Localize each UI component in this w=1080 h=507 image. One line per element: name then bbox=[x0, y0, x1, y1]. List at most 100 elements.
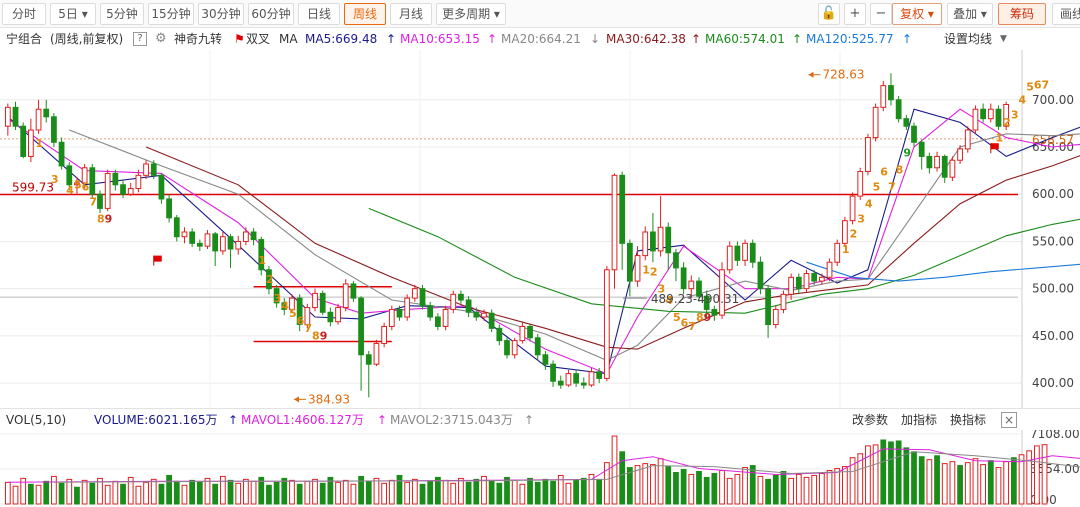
candle-83 bbox=[642, 226, 649, 261]
candle-61 bbox=[473, 307, 480, 321]
vol-bar-30 bbox=[235, 482, 242, 505]
vol-bar-128 bbox=[987, 460, 994, 505]
period-tab-9[interactable]: 更多周期 ▾ bbox=[436, 3, 506, 25]
vol-tick-label-2: 7108.00 bbox=[1030, 430, 1080, 441]
vol-bar-111 bbox=[857, 453, 864, 505]
candle-130 bbox=[1003, 101, 1010, 130]
nine-turn-label-30: 5 bbox=[873, 180, 881, 193]
vol-bar-9 bbox=[74, 486, 80, 505]
ma-settings-button[interactable]: 设置均线 bbox=[944, 32, 993, 46]
candle-5 bbox=[43, 99, 50, 123]
vol-bar-101 bbox=[780, 471, 787, 505]
vol-bar-113 bbox=[872, 444, 879, 505]
candle-75 bbox=[580, 377, 587, 389]
candle-82 bbox=[634, 246, 641, 287]
gear-icon[interactable]: ⚙ bbox=[155, 31, 167, 46]
vol-bar-106 bbox=[818, 472, 825, 505]
period-tab-0[interactable]: 分时 bbox=[2, 3, 46, 25]
candlestick-chart[interactable]: 400.00450.00500.00550.00600.00650.00700.… bbox=[0, 50, 1080, 408]
candle-51 bbox=[396, 305, 403, 321]
candle-97 bbox=[749, 239, 756, 268]
nine-turn-label-27: 2 bbox=[850, 228, 858, 241]
vol-bar-50 bbox=[388, 479, 395, 505]
vol-bar-93 bbox=[719, 470, 725, 505]
plus-icon[interactable]: + bbox=[844, 3, 866, 25]
vol-bar-1 bbox=[12, 485, 19, 505]
help-icon[interactable]: ? bbox=[133, 32, 147, 46]
swap-indicator-button[interactable]: 换指标 bbox=[950, 413, 987, 427]
change-params-button[interactable]: 改参数 bbox=[852, 413, 889, 427]
candle-123 bbox=[949, 156, 956, 181]
lock-icon[interactable]: 🔓 bbox=[818, 3, 840, 25]
period-tab-3[interactable]: 15分钟 bbox=[148, 3, 194, 25]
overlay-dropdown[interactable]: 叠加 ▾ bbox=[947, 3, 993, 25]
period-tab-7[interactable]: 周线 bbox=[344, 3, 386, 25]
vol-bar-44 bbox=[342, 479, 349, 505]
vol-bar-96 bbox=[742, 467, 748, 505]
nine-turn-label-29: 4 bbox=[865, 197, 873, 210]
candle-92 bbox=[711, 305, 718, 321]
ma60-value: MA60:574.01 bbox=[705, 32, 785, 46]
chip-button[interactable]: 筹码 bbox=[998, 3, 1046, 25]
vol-bar-56 bbox=[435, 476, 441, 505]
period-tab-1[interactable]: 5日 ▾ bbox=[50, 3, 96, 25]
vol-bar-135 bbox=[1041, 444, 1048, 505]
candle-87 bbox=[673, 249, 679, 282]
last-price-label: 658.57 bbox=[1032, 133, 1074, 147]
candle-46 bbox=[358, 296, 364, 391]
nine-turn-label-28: 3 bbox=[857, 213, 865, 226]
vol-bar-70 bbox=[542, 478, 549, 505]
vol-bar-34 bbox=[266, 484, 272, 505]
candle-64 bbox=[496, 324, 503, 346]
fuquan-dropdown[interactable]: 复权 ▾ bbox=[892, 3, 942, 25]
vol-bar-110 bbox=[849, 457, 856, 505]
indicator-name[interactable]: 神奇九转 bbox=[174, 32, 223, 46]
vol-bar-102 bbox=[788, 477, 795, 505]
chevron-down-icon[interactable]: ▼ bbox=[1000, 34, 1007, 44]
minus-icon[interactable]: − bbox=[870, 3, 892, 25]
candle-48 bbox=[373, 339, 380, 367]
nine-turn-label-9: 2 bbox=[266, 273, 274, 286]
candle-32 bbox=[250, 228, 257, 246]
close-icon[interactable]: × bbox=[1001, 412, 1017, 428]
draw-line-button[interactable]: 画线 bbox=[1052, 3, 1080, 25]
period-tab-4[interactable]: 30分钟 bbox=[198, 3, 244, 25]
ma20-value: MA20:664.21 bbox=[501, 32, 581, 46]
vol-bar-98 bbox=[757, 475, 764, 505]
period-tab-8[interactable]: 月线 bbox=[390, 3, 432, 25]
candle-38 bbox=[296, 294, 303, 332]
vol-bar-42 bbox=[327, 476, 334, 505]
candle-74 bbox=[573, 369, 579, 387]
vol-bar-54 bbox=[419, 483, 426, 505]
candle-8 bbox=[66, 162, 73, 191]
candle-89 bbox=[688, 275, 695, 299]
candle-81 bbox=[626, 239, 633, 297]
candle-114 bbox=[880, 80, 887, 112]
candle-126 bbox=[972, 105, 979, 134]
candle-14 bbox=[112, 169, 119, 191]
candle-2 bbox=[20, 122, 27, 159]
candle-40 bbox=[312, 288, 318, 312]
vol-bar-64 bbox=[496, 482, 503, 505]
vol-bar-32 bbox=[250, 480, 257, 505]
period-tab-2[interactable]: 5分钟 bbox=[100, 3, 144, 25]
vol-bar-24 bbox=[189, 479, 196, 505]
vol-bar-45 bbox=[350, 483, 357, 505]
add-indicator-button[interactable]: 加指标 bbox=[901, 413, 938, 427]
candle-35 bbox=[273, 284, 280, 308]
candle-72 bbox=[557, 375, 564, 389]
vol-bar-28 bbox=[219, 475, 226, 505]
period-tab-5[interactable]: 60分钟 bbox=[248, 3, 294, 25]
ma5-value: MA5:669.48 bbox=[305, 32, 378, 46]
vol-bar-77 bbox=[596, 478, 603, 505]
candle-25 bbox=[196, 239, 203, 251]
nine-turn-label-31: 6 bbox=[880, 165, 888, 178]
candle-76 bbox=[588, 368, 595, 387]
vol-bar-22 bbox=[173, 480, 180, 505]
vol-bar-103 bbox=[795, 473, 802, 505]
period-tab-6[interactable]: 日线 bbox=[298, 3, 340, 25]
vol-bar-68 bbox=[527, 477, 533, 505]
vol-bar-74 bbox=[573, 479, 579, 505]
vol-bar-40 bbox=[312, 478, 318, 505]
